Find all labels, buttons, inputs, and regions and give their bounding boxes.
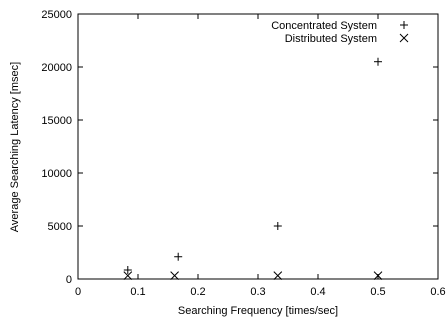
data-point <box>174 252 183 261</box>
legend-label: Distributed System <box>285 33 377 45</box>
x-tick-label: 0.4 <box>310 286 325 298</box>
x-tick-label: 0.3 <box>250 286 265 298</box>
x-tick-label: 0.6 <box>430 286 445 298</box>
x-tick-label: 0.2 <box>190 286 205 298</box>
x-axis: 0 0.1 0.2 0.3 0.4 0.5 0.6 <box>75 14 446 298</box>
data-point <box>123 265 132 274</box>
data-point <box>273 222 282 230</box>
legend-label: Concentrated System <box>271 20 377 32</box>
legend-marker <box>400 21 408 29</box>
data-point <box>123 271 133 280</box>
x-tick-label: 0 <box>75 286 81 298</box>
y-tick-label: 15000 <box>41 115 72 127</box>
x-tick-label: 0.1 <box>130 286 145 298</box>
legend-marker <box>399 33 409 43</box>
series-plus <box>123 57 382 274</box>
y-tick-label: 5000 <box>48 221 72 233</box>
series-cross <box>123 271 383 280</box>
data-points <box>123 57 383 280</box>
x-tick-label: 0.5 <box>370 286 385 298</box>
plot-frame <box>77 13 439 280</box>
y-axis: 0 5000 10000 15000 20000 25000 <box>41 9 438 286</box>
data-point <box>170 271 179 280</box>
data-point <box>373 271 383 280</box>
y-tick-label: 25000 <box>41 9 72 21</box>
y-tick-label: 20000 <box>41 62 72 74</box>
y-tick-label: 0 <box>66 274 72 286</box>
x-axis-label: Searching Frequency [times/sec] <box>178 305 338 317</box>
data-point <box>273 271 283 280</box>
y-axis-label: Average Searching Latency [msec] <box>9 62 21 232</box>
data-point <box>374 57 382 66</box>
y-tick-label: 10000 <box>41 168 72 180</box>
